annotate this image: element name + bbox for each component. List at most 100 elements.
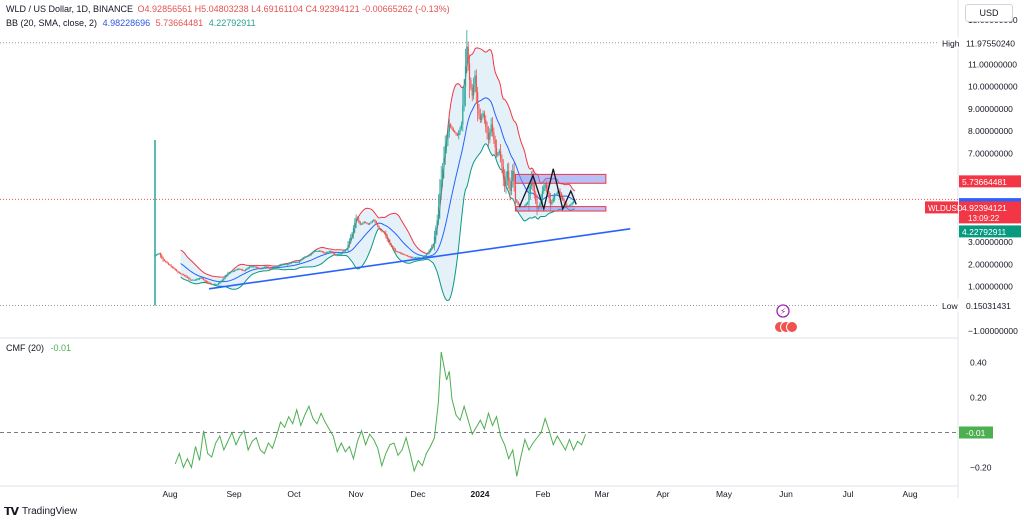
candle-body <box>383 232 386 234</box>
news-flag-icon[interactable] <box>786 321 798 333</box>
candle-body <box>319 251 321 252</box>
tradingview-brand: 𝗧𝗩 TradingView <box>4 505 77 518</box>
candle-body <box>261 268 263 270</box>
candle-body <box>387 238 390 242</box>
candle-body <box>428 251 430 254</box>
time-tick-label: Aug <box>162 489 177 499</box>
candle-body <box>560 194 562 197</box>
candle-body <box>273 267 275 269</box>
candle-body <box>482 113 484 117</box>
candle-body <box>544 184 546 188</box>
candle-body <box>377 224 379 227</box>
candle-body <box>298 261 301 263</box>
bb-lower-tag-box <box>959 225 1021 238</box>
candle-body <box>236 269 238 271</box>
candle-body <box>285 264 287 266</box>
candle-body <box>516 199 518 203</box>
support-zone <box>514 206 607 212</box>
candle-body <box>235 269 237 271</box>
candle-body <box>259 268 261 270</box>
candle-body <box>200 277 202 279</box>
bb-lower-tag: 4.22792911 <box>962 227 1007 237</box>
last-price-value: 4.92394121 <box>962 203 1007 213</box>
candle-body <box>417 257 419 259</box>
currency-button[interactable]: USD <box>965 4 1013 22</box>
bb-upper-value: 5.73664481 <box>155 18 204 28</box>
candle-body <box>539 204 541 207</box>
candle-body <box>343 251 345 253</box>
candle-body <box>370 222 372 224</box>
time-tick-label: Feb <box>536 489 551 499</box>
candle-body <box>170 265 172 267</box>
candle-body <box>459 128 461 132</box>
candle-body <box>447 131 449 140</box>
candle-body <box>455 132 457 135</box>
candle-body <box>270 268 272 270</box>
candle-body <box>305 256 307 258</box>
candle-body <box>446 139 448 147</box>
candle-body <box>255 266 257 268</box>
candle-body <box>332 252 334 254</box>
candle-body <box>409 256 411 258</box>
candle-body <box>416 257 418 259</box>
candle-body <box>335 254 337 256</box>
candle-body <box>433 236 436 245</box>
time-tick-label: Mar <box>595 489 610 499</box>
candle-body <box>242 269 244 271</box>
cmf-tick-label: 0.20 <box>970 393 987 403</box>
candle-body <box>247 267 249 269</box>
candle-body <box>316 251 318 252</box>
candle-body <box>464 66 467 87</box>
candle-body <box>281 264 283 266</box>
candle-body <box>477 92 479 109</box>
candle-body <box>487 133 490 140</box>
candle-body <box>466 46 468 67</box>
candle-body <box>216 284 218 286</box>
candle-body <box>288 263 290 265</box>
candle-body <box>194 279 197 281</box>
lightning-event-icon[interactable] <box>776 304 790 318</box>
candle-body <box>158 253 160 255</box>
candle-body <box>505 178 507 187</box>
cmf-tick-label: 0.40 <box>970 358 987 368</box>
candle-body <box>424 255 426 257</box>
time-tick-label: Jul <box>843 489 854 499</box>
candle-body <box>329 251 332 252</box>
candle-body <box>386 236 388 239</box>
candle-body <box>572 201 575 203</box>
candle-body <box>367 223 369 225</box>
candle-body <box>304 257 306 258</box>
candle-body <box>220 281 222 283</box>
candle-body <box>159 253 161 256</box>
candle-body <box>165 261 167 263</box>
time-tick-label: Jun <box>779 489 793 499</box>
candle-body <box>289 263 291 265</box>
candle-body <box>451 126 453 129</box>
candle-body <box>211 283 213 285</box>
candle-body <box>248 266 251 268</box>
candle-body <box>454 131 456 133</box>
candle-body <box>263 267 265 268</box>
candle-body <box>246 268 248 270</box>
candle-body <box>166 262 168 264</box>
candle-body <box>238 268 240 270</box>
bb-basis-value: 4.98228696 <box>102 18 151 28</box>
candle-body <box>358 219 360 223</box>
bb-upper-line <box>180 47 576 278</box>
candle-body <box>193 279 195 281</box>
candle-body <box>327 252 329 253</box>
candle-body <box>324 252 326 254</box>
candle-body <box>504 176 506 187</box>
candle-body <box>365 222 367 223</box>
candle-body <box>180 273 182 275</box>
candle-body <box>556 192 558 195</box>
candle-body <box>481 116 483 120</box>
candle-body <box>448 124 450 132</box>
candle-body <box>533 185 535 194</box>
candle-body <box>315 251 317 252</box>
candle-body <box>209 283 211 285</box>
candle-body <box>432 244 434 247</box>
candle-body <box>555 194 557 196</box>
candle-body <box>215 284 217 286</box>
